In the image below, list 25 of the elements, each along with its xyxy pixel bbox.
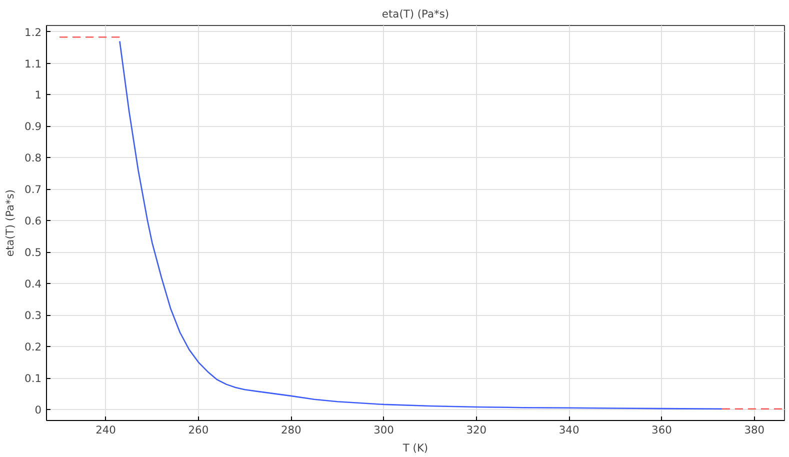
y-tick-label: 0.9 [24, 120, 42, 134]
chart-title: eta(T) (Pa*s) [382, 8, 450, 20]
x-tick-label: 380 [744, 424, 765, 436]
y-tick-label: 0 [34, 403, 42, 416]
y-tick-label: 0.6 [24, 214, 42, 228]
y-tick-label: 0.7 [24, 183, 42, 196]
y-tick-label: 1.1 [24, 57, 42, 70]
y-tick-label: 0.3 [24, 309, 42, 322]
y-tick-label: 1 [34, 88, 42, 102]
y-tick-label: 0.1 [24, 372, 42, 386]
x-tick-label: 300 [374, 424, 394, 436]
y-axis-title: eta(T) (Pa*s) [4, 189, 17, 257]
x-tick-label: 320 [466, 424, 487, 436]
x-tick-label: 240 [96, 424, 116, 436]
x-tick-label: 340 [558, 424, 580, 436]
line-series [119, 40, 723, 410]
x-tick-label: 260 [188, 424, 209, 436]
y-tick-label: 0.4 [24, 278, 42, 291]
y-tick-label: 0.2 [24, 340, 42, 354]
y-tick-label: 0.8 [24, 152, 42, 165]
x-tick-label: 280 [280, 424, 302, 436]
y-tick-label: 0.5 [24, 246, 42, 260]
x-axis-title: T (K) [402, 442, 428, 454]
x-tick-label: 360 [652, 424, 672, 436]
y-tick-label: 1.2 [24, 26, 42, 39]
